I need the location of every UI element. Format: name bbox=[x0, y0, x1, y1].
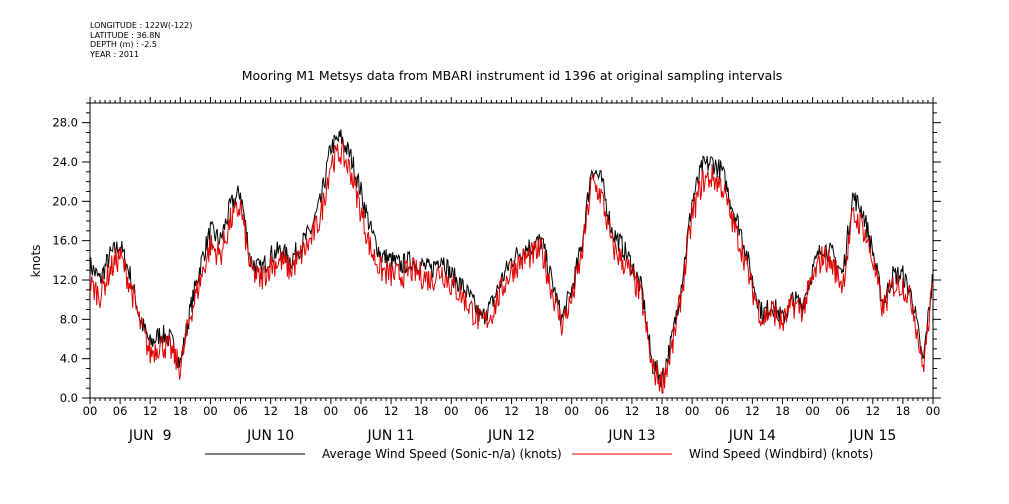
y-tick-label: 28.0 bbox=[52, 116, 78, 130]
x-tick-label: 06 bbox=[835, 404, 850, 418]
x-tick-label: 06 bbox=[715, 404, 730, 418]
y-axis-label: knots bbox=[29, 245, 43, 278]
y-tick-label: 24.0 bbox=[52, 155, 78, 169]
x-tick-label: 00 bbox=[203, 404, 218, 418]
x-tick-label: 18 bbox=[655, 404, 670, 418]
x-tick-label: 12 bbox=[143, 404, 158, 418]
metadata-block: LONGITUDE : 122W(-122) LATITUDE : 36.8N … bbox=[90, 21, 192, 59]
x-tick-label: 18 bbox=[293, 404, 308, 418]
x-tick-label: 06 bbox=[113, 404, 128, 418]
legend: Average Wind Speed (Sonic-n/a) (knots) W… bbox=[205, 447, 873, 461]
x-tick-label: 00 bbox=[564, 404, 579, 418]
axes: 00 06 12 18 00 06 12 18 00 06 12 18 00 06 12 18 00 06 12 18… bbox=[52, 97, 941, 444]
x-tick-label: 06 bbox=[595, 404, 610, 418]
series-line-sonic bbox=[89, 129, 934, 388]
x-tick-label: 18 bbox=[896, 404, 911, 418]
longitude-label: LONGITUDE : 122W(-122) bbox=[90, 21, 193, 30]
depth-label: DEPTH (m) : -2.5 bbox=[90, 40, 157, 49]
x-tick-label: 18 bbox=[534, 404, 549, 418]
x-tick-label: 18 bbox=[173, 404, 188, 418]
x-tick-label: 06 bbox=[474, 404, 489, 418]
x-tick-label: 12 bbox=[625, 404, 640, 418]
y-tick-label: 20.0 bbox=[52, 194, 78, 208]
legend-label-sonic: Average Wind Speed (Sonic-n/a) (knots) bbox=[322, 447, 562, 461]
x-tick-label: 12 bbox=[384, 404, 399, 418]
series-line-windbird bbox=[89, 139, 934, 394]
plot-frame bbox=[89, 102, 934, 399]
y-tick-label: 8.0 bbox=[60, 312, 78, 326]
x-tick-label: 12 bbox=[745, 404, 760, 418]
y-tick-label: 12.0 bbox=[52, 273, 78, 287]
y-tick-label: 16.0 bbox=[52, 234, 78, 248]
day-label: JUN 10 bbox=[246, 428, 294, 444]
x-tick-label: 06 bbox=[233, 404, 248, 418]
x-tick-label: 00 bbox=[83, 404, 98, 418]
year-label: YEAR : 2011 bbox=[90, 49, 140, 59]
x-tick-label: 00 bbox=[926, 404, 941, 418]
x-tick-label: 00 bbox=[324, 404, 339, 418]
x-tick-label: 12 bbox=[865, 404, 880, 418]
x-tick-label: 06 bbox=[354, 404, 369, 418]
y-tick-label: 0.0 bbox=[60, 391, 78, 405]
x-tick-label: 18 bbox=[775, 404, 790, 418]
day-label: JUN 11 bbox=[367, 428, 415, 444]
latitude-label: LATITUDE : 36.8N bbox=[90, 30, 161, 40]
day-label: JUN 14 bbox=[728, 428, 776, 444]
day-label: JUN 13 bbox=[607, 428, 655, 444]
day-label: JUN 12 bbox=[487, 428, 535, 444]
day-label: JUN 9 bbox=[128, 428, 172, 444]
x-tick-label: 12 bbox=[504, 404, 519, 418]
plot-area bbox=[89, 129, 934, 394]
y-tick-label: 4.0 bbox=[60, 352, 78, 366]
x-tick-label: 00 bbox=[685, 404, 700, 418]
day-label: JUN 15 bbox=[848, 428, 896, 444]
x-tick-label: 18 bbox=[414, 404, 429, 418]
chart-title: Mooring M1 Metsys data from MBARI instru… bbox=[242, 68, 783, 83]
x-tick-label: 00 bbox=[444, 404, 459, 418]
x-tick-label: 00 bbox=[805, 404, 820, 418]
x-tick-label: 12 bbox=[263, 404, 278, 418]
legend-label-windbird: Wind Speed (Windbird) (knots) bbox=[689, 447, 873, 461]
